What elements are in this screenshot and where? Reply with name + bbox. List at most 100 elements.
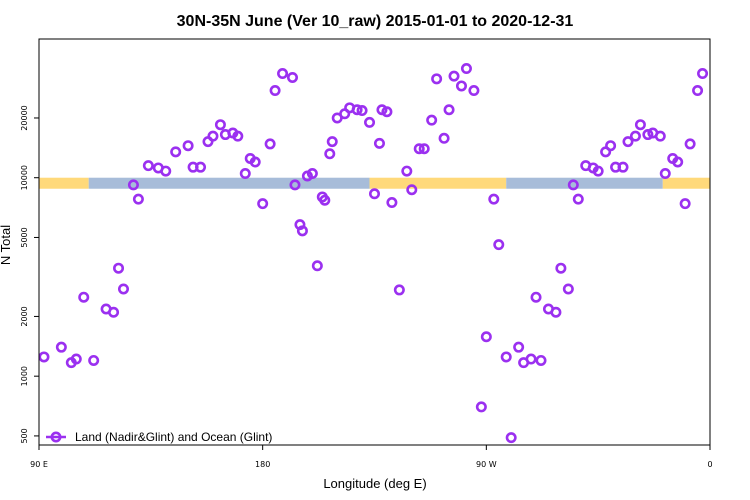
data-point [431, 73, 443, 85]
data-point [413, 143, 425, 155]
data-point [214, 119, 226, 131]
data-point [326, 136, 338, 148]
data-point [195, 161, 207, 173]
data-point [505, 432, 517, 444]
land-segment [662, 177, 710, 189]
x-axis-label: Longitude (deg E) [323, 476, 426, 491]
data-point [634, 119, 646, 131]
data-point [654, 130, 666, 142]
data-point [592, 165, 604, 177]
data-point [319, 194, 331, 206]
data-point [480, 331, 492, 343]
data-point [117, 283, 129, 295]
data-point [239, 168, 251, 180]
y-tick-label: 2000 [20, 306, 29, 326]
data-point [289, 179, 301, 191]
x-tick-label: 180 [255, 460, 270, 469]
data-point [493, 239, 505, 251]
data-point [113, 262, 125, 274]
data-point [38, 351, 50, 363]
data-point [438, 132, 450, 144]
land-segment [369, 177, 507, 189]
data-point [277, 68, 289, 80]
data-point [525, 353, 537, 365]
data-point [170, 146, 182, 158]
data-point [475, 401, 487, 413]
y-tick-label: 10000 [20, 165, 29, 190]
data-point [207, 130, 219, 142]
y-axis-label: N Total [0, 225, 13, 265]
data-point [368, 188, 380, 200]
data-point [381, 106, 393, 118]
data-point [311, 260, 323, 272]
data-point [567, 179, 579, 191]
data-point [88, 354, 100, 366]
data-point [160, 165, 172, 177]
data-point [426, 114, 438, 126]
data-point [306, 168, 318, 180]
y-tick-label: 1000 [20, 366, 29, 386]
data-point [455, 80, 467, 92]
data-point [605, 140, 617, 152]
data-point [296, 225, 308, 237]
data-point [108, 306, 120, 318]
data-point [418, 143, 430, 155]
data-point [562, 283, 574, 295]
data-point [622, 136, 634, 148]
land-ocean-band [39, 177, 710, 189]
data-point [70, 353, 82, 365]
legend-marker [50, 431, 62, 443]
data-point [500, 351, 512, 363]
x-tick-label: 90 W [476, 460, 497, 469]
ocean-segment [88, 177, 370, 189]
data-point [55, 341, 67, 353]
data-point [530, 291, 542, 303]
data-point [550, 306, 562, 318]
data-point [448, 70, 460, 82]
data-point [684, 138, 696, 150]
data-point [468, 85, 480, 97]
data-point [356, 105, 368, 117]
data-point [672, 156, 684, 168]
data-point [617, 161, 629, 173]
data-point [249, 156, 261, 168]
data-point [127, 179, 139, 191]
y-tick-label: 20000 [20, 105, 29, 130]
x-tick-label: 90 E [30, 460, 48, 469]
data-point [555, 262, 567, 274]
y-tick-label: 500 [20, 428, 29, 443]
data-point [488, 193, 500, 205]
data-point [182, 140, 194, 152]
data-point [232, 130, 244, 142]
data-point [572, 193, 584, 205]
data-point [373, 137, 385, 149]
legend: Land (Nadir&Glint) and Ocean (Glint) [46, 430, 272, 444]
data-point [692, 85, 704, 97]
data-point [401, 165, 413, 177]
data-point [393, 284, 405, 296]
y-tick-label: 5000 [20, 227, 29, 247]
data-point [269, 85, 281, 97]
data-point [78, 291, 90, 303]
data-point [286, 71, 298, 83]
data-points [38, 63, 709, 444]
data-point [460, 63, 472, 75]
data-point [364, 116, 376, 128]
data-point [406, 184, 418, 196]
data-point [642, 129, 654, 141]
chart-title: 30N-35N June (Ver 10_raw) 2015-01-01 to … [177, 13, 574, 30]
data-point [351, 104, 363, 116]
data-point [513, 341, 525, 353]
y-axis: 500 1000 2000 5000 10000 20000 [20, 105, 39, 444]
data-point [659, 168, 671, 180]
data-point [324, 148, 336, 160]
data-point [132, 193, 144, 205]
data-point [386, 197, 398, 209]
data-point [443, 104, 455, 116]
ocean-segment [506, 177, 663, 189]
plot-frame [38, 38, 711, 446]
legend-label: Land (Nadir&Glint) and Ocean (Glint) [75, 430, 272, 444]
data-point [257, 198, 269, 210]
